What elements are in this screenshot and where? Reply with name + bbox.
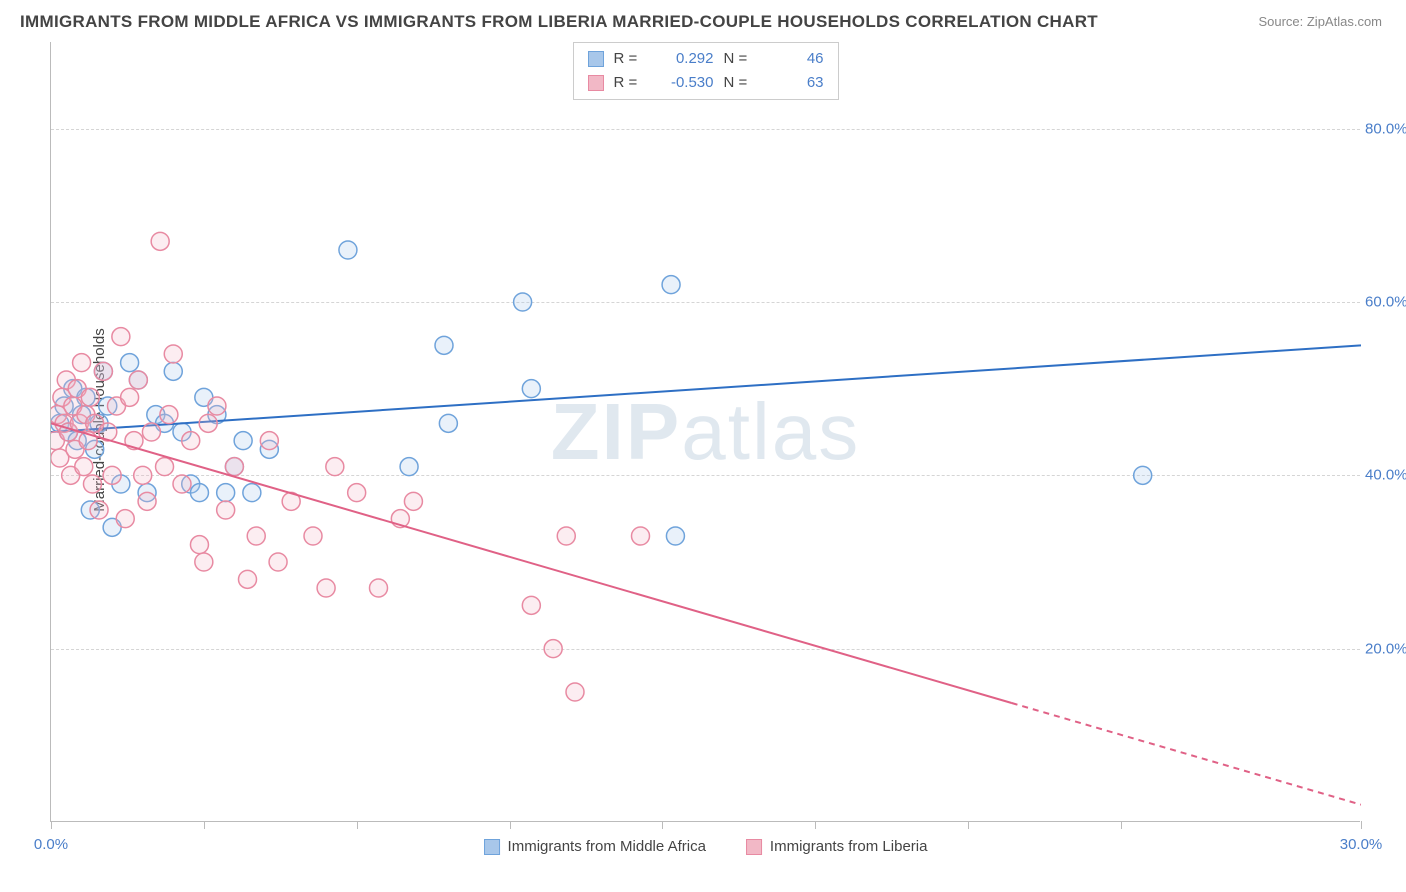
data-point [304,527,322,545]
trend-line-dashed [1012,703,1361,805]
data-point [439,414,457,432]
legend-swatch-0 [484,839,500,855]
data-point [217,501,235,519]
y-tick-label: 60.0% [1365,294,1406,311]
r-value-0: 0.292 [654,47,714,71]
n-label: N = [724,71,754,95]
data-point [326,458,344,476]
data-point [666,527,684,545]
data-point [1134,466,1152,484]
data-point [121,354,139,372]
n-value-1: 63 [764,71,824,95]
n-label: N = [724,47,754,71]
data-point [90,501,108,519]
series-legend: Immigrants from Middle Africa Immigrants… [484,838,928,855]
chart-svg [51,42,1361,822]
x-tick [815,821,816,829]
data-point [73,354,91,372]
y-tick-label: 80.0% [1365,120,1406,137]
data-point [217,484,235,502]
r-value-1: -0.530 [654,71,714,95]
data-point [404,492,422,510]
data-point [182,432,200,450]
data-point [514,293,532,311]
data-point [243,484,261,502]
data-point [269,553,287,571]
data-point [544,640,562,658]
data-point [164,362,182,380]
data-point [83,475,101,493]
r-label: R = [614,47,644,71]
data-point [142,423,160,441]
source-label: Source: ZipAtlas.com [1258,14,1382,29]
data-point [208,397,226,415]
data-point [134,466,152,484]
data-point [103,466,121,484]
legend-label-0: Immigrants from Middle Africa [508,838,706,855]
swatch-series-1 [588,75,604,91]
data-point [662,276,680,294]
data-point [370,579,388,597]
data-point [138,492,156,510]
legend-swatch-1 [746,839,762,855]
x-tick [1361,821,1362,829]
x-tick [510,821,511,829]
y-tick-label: 40.0% [1365,467,1406,484]
legend-row-series-0: R = 0.292 N = 46 [588,47,824,71]
data-point [164,345,182,363]
legend-label-1: Immigrants from Liberia [770,838,928,855]
data-point [121,388,139,406]
plot-area: ZIPatlas R = 0.292 N = 46 R = -0.530 N =… [50,42,1360,822]
data-point [239,570,257,588]
data-point [173,475,191,493]
data-point [199,414,217,432]
data-point [317,579,335,597]
data-point [557,527,575,545]
x-tick [51,821,52,829]
data-point [190,536,208,554]
data-point [225,458,243,476]
data-point [247,527,265,545]
correlation-legend: R = 0.292 N = 46 R = -0.530 N = 63 [573,42,839,100]
data-point [195,553,213,571]
data-point [116,510,134,528]
trend-line [51,345,1361,432]
x-tick [968,821,969,829]
data-point [151,232,169,250]
data-point [566,683,584,701]
data-point [400,458,418,476]
legend-row-series-1: R = -0.530 N = 63 [588,71,824,95]
swatch-series-0 [588,51,604,67]
legend-item-1: Immigrants from Liberia [746,838,928,855]
data-point [435,336,453,354]
data-point [112,328,130,346]
x-tick [357,821,358,829]
data-point [339,241,357,259]
data-point [348,484,366,502]
y-tick-label: 20.0% [1365,640,1406,657]
data-point [75,458,93,476]
x-tick [1121,821,1122,829]
data-point [522,596,540,614]
x-tick [662,821,663,829]
r-label: R = [614,71,644,95]
data-point [632,527,650,545]
x-tick-label: 30.0% [1340,836,1383,853]
data-point [156,458,174,476]
data-point [190,484,208,502]
data-point [129,371,147,389]
data-point [94,362,112,380]
data-point [522,380,540,398]
x-tick-label: 0.0% [34,836,68,853]
data-point [81,388,99,406]
data-point [160,406,178,424]
data-point [234,432,252,450]
chart-title: IMMIGRANTS FROM MIDDLE AFRICA VS IMMIGRA… [20,12,1098,32]
x-tick [204,821,205,829]
n-value-0: 46 [764,47,824,71]
legend-item-0: Immigrants from Middle Africa [484,838,706,855]
data-point [260,432,278,450]
